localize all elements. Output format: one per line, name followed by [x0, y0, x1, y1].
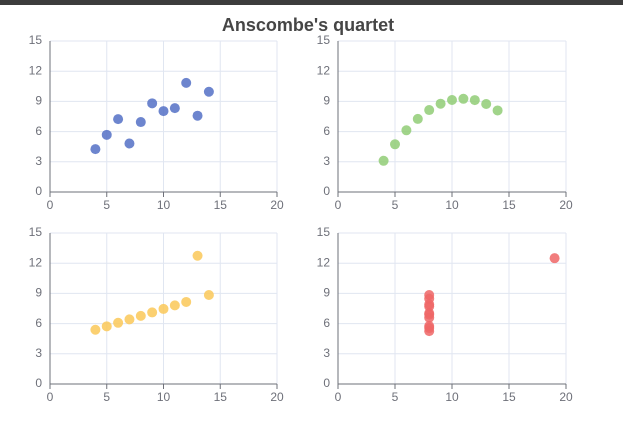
y-tick-label: 3 [35, 154, 42, 168]
y-tick-label: 3 [35, 346, 42, 360]
y-tick-label: 0 [323, 184, 330, 198]
point [158, 106, 169, 117]
y-tick-label: 12 [317, 255, 331, 269]
point [390, 139, 400, 150]
x-tick-label: 0 [335, 390, 342, 404]
y-tick-label: 0 [35, 376, 42, 390]
point [181, 77, 192, 88]
y-tick-label: 0 [35, 184, 42, 198]
x-tick-label: 20 [270, 390, 284, 404]
x-tick-label: 0 [335, 198, 342, 212]
y-tick-label: 9 [323, 94, 330, 108]
point [147, 98, 158, 109]
point [169, 103, 180, 114]
point [469, 95, 480, 106]
point [135, 117, 146, 128]
x-tick-label: 0 [47, 390, 54, 404]
x-tick-label: 5 [392, 198, 399, 212]
top-bar [0, 0, 623, 5]
point [401, 125, 412, 136]
x-tick-label: 10 [157, 390, 171, 404]
y-tick-label: 12 [317, 63, 331, 77]
chart-title: Anscombe's quartet [222, 15, 394, 35]
y-tick-label: 15 [317, 225, 331, 239]
x-tick-label: 5 [103, 390, 110, 404]
point [424, 299, 435, 310]
point [203, 86, 214, 97]
y-tick-label: 0 [323, 376, 330, 390]
point [435, 98, 446, 109]
point [412, 113, 423, 124]
x-tick-label: 10 [445, 390, 459, 404]
point [192, 110, 203, 121]
y-tick-label: 6 [323, 316, 330, 330]
point [135, 310, 146, 321]
point [124, 138, 135, 149]
x-tick-label: 15 [502, 198, 516, 212]
point [90, 144, 101, 155]
y-tick-label: 3 [323, 154, 330, 168]
x-tick-label: 15 [502, 390, 516, 404]
point [181, 296, 192, 307]
point [147, 307, 158, 318]
y-tick-label: 15 [29, 33, 43, 47]
point [192, 250, 203, 261]
point [458, 93, 469, 104]
y-tick-label: 15 [29, 225, 43, 239]
point [203, 290, 214, 301]
point [447, 94, 457, 105]
y-tick-label: 6 [323, 124, 330, 138]
point [158, 303, 169, 314]
y-tick-label: 9 [323, 286, 330, 300]
x-tick-label: 0 [47, 198, 54, 212]
y-tick-label: 9 [35, 94, 42, 108]
y-tick-label: 9 [35, 286, 42, 300]
point [169, 300, 180, 311]
point [113, 317, 124, 328]
x-tick-label: 20 [559, 390, 573, 404]
point [378, 155, 389, 166]
point [101, 321, 112, 332]
point [424, 323, 435, 334]
x-tick-label: 20 [559, 198, 573, 212]
x-tick-label: 15 [214, 198, 228, 212]
x-tick-label: 20 [270, 198, 284, 212]
point [424, 105, 435, 116]
x-tick-label: 10 [157, 198, 171, 212]
x-tick-label: 5 [392, 390, 399, 404]
y-tick-label: 3 [323, 346, 330, 360]
x-tick-label: 15 [214, 390, 228, 404]
point [113, 114, 124, 125]
y-tick-label: 6 [35, 124, 42, 138]
y-tick-label: 12 [29, 63, 43, 77]
y-tick-label: 6 [35, 316, 42, 330]
x-tick-label: 10 [445, 198, 459, 212]
x-tick-label: 5 [103, 198, 110, 212]
point [481, 99, 492, 110]
y-tick-label: 12 [29, 255, 43, 269]
point [492, 105, 503, 116]
y-tick-label: 15 [317, 33, 331, 47]
point [124, 314, 135, 325]
point [90, 324, 101, 335]
point [549, 253, 560, 264]
point [101, 129, 112, 140]
point [424, 309, 435, 320]
